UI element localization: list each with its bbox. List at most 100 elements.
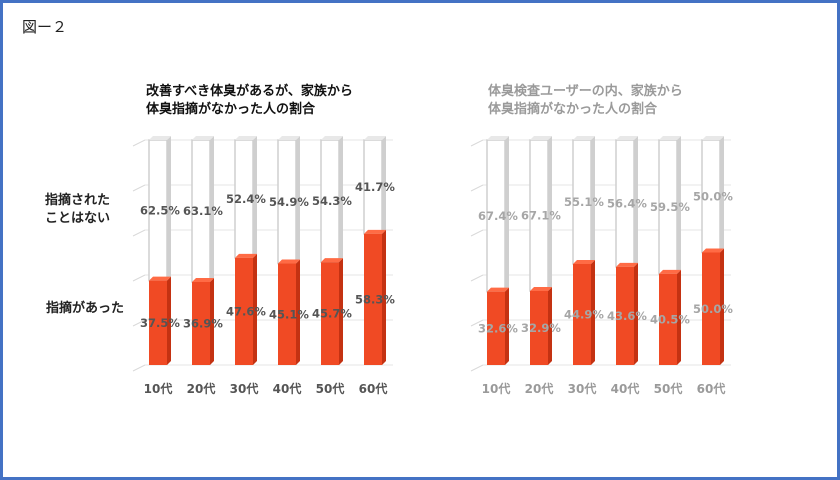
grid-line [470, 229, 484, 237]
value-label-not-pointed-out: 67.4% [478, 209, 518, 223]
bar-cap [364, 136, 386, 140]
bar-cap-pointed-out [702, 248, 724, 253]
bar-segment-pointed-out [364, 233, 382, 365]
bar-cap [235, 136, 257, 140]
chart-left: 62.5% 37.5% 10代 63.1% 36.9% 20代 52.4% 47.6% 30代 5… [132, 136, 395, 396]
bar-side-not-pointed-out [634, 136, 638, 267]
chart-title-line: 体臭指摘がなかった人の割合 [488, 102, 658, 117]
bar-cap-pointed-out [149, 276, 171, 281]
category-tick-label: 30代 [230, 381, 259, 396]
grid-line [132, 364, 146, 372]
grid-line [470, 319, 484, 327]
legend-label-not-pointed-out: 指摘された ことはない [10, 192, 110, 228]
grid-line [132, 139, 146, 147]
bar-side-pointed-out [210, 277, 214, 365]
bar-side-not-pointed-out [296, 136, 300, 264]
bar-cap-pointed-out [487, 287, 509, 292]
bar-cap-pointed-out [192, 277, 214, 282]
bar-segment-pointed-out [530, 290, 548, 365]
bar-segment-pointed-out [573, 263, 591, 365]
value-label-not-pointed-out: 50.0% [693, 189, 733, 203]
value-label-not-pointed-out: 55.1% [564, 195, 604, 209]
value-label-pointed-out: 45.1% [269, 307, 309, 321]
value-label-not-pointed-out: 67.1% [521, 208, 561, 222]
bar-cap-pointed-out [364, 229, 386, 234]
grid-line [132, 184, 146, 192]
category-tick-label: 30代 [568, 381, 597, 396]
category-tick-label: 60代 [359, 381, 388, 396]
bar-cap [192, 136, 214, 140]
bar-side-pointed-out [253, 253, 257, 365]
category-tick-label: 40代 [611, 381, 640, 396]
bar-cap [487, 136, 509, 140]
bar-cap [702, 136, 724, 140]
category-tick-label: 40代 [273, 381, 302, 396]
bar-side-pointed-out [634, 262, 638, 365]
bar-cap [573, 136, 595, 140]
chart-title-line: 体臭指摘がなかった人の割合 [146, 102, 316, 117]
chart-title-left: 改善すべき体臭があるが、家族から 体臭指摘がなかった人の割合 [146, 83, 353, 119]
bar-cap [278, 136, 300, 140]
value-label-not-pointed-out: 56.4% [607, 196, 647, 210]
bar-side-pointed-out [382, 229, 386, 365]
category-tick-label: 50代 [316, 381, 345, 396]
bar-segment-pointed-out [278, 263, 296, 365]
bar-cap [530, 136, 552, 140]
bar-side-not-pointed-out [339, 136, 343, 263]
bar-cap-pointed-out [616, 262, 638, 267]
bar-segment-pointed-out [702, 252, 720, 365]
value-label-not-pointed-out: 63.1% [183, 204, 223, 218]
bar-cap-pointed-out [278, 259, 300, 264]
bar-cap-pointed-out [321, 258, 343, 263]
figure-label: 図ー２ [22, 18, 68, 36]
value-label-pointed-out: 36.9% [183, 316, 223, 330]
chart-title-right: 体臭検査ユーザーの内、家族から 体臭指摘がなかった人の割合 [488, 83, 683, 119]
grid-line [470, 184, 484, 192]
bar-side-pointed-out [548, 286, 552, 365]
bar-cap-pointed-out [573, 259, 595, 264]
bar-side-pointed-out [167, 276, 171, 365]
bar-segment-pointed-out [192, 281, 210, 365]
value-label-pointed-out: 37.5% [140, 316, 180, 330]
bar-cap-pointed-out [659, 269, 681, 274]
value-label-pointed-out: 32.6% [478, 321, 518, 335]
legend-label-line: 指摘された [44, 193, 110, 208]
bar-side-not-pointed-out [167, 136, 171, 281]
bar-cap-pointed-out [235, 253, 257, 258]
bar-segment-pointed-out [149, 280, 167, 365]
bar-side-not-pointed-out [382, 136, 386, 234]
chart-title-line: 体臭検査ユーザーの内、家族から [488, 84, 683, 99]
value-label-pointed-out: 58.3% [355, 292, 395, 306]
bar-segment-pointed-out [659, 273, 677, 365]
value-label-pointed-out: 47.6% [226, 304, 266, 318]
grid-line [132, 274, 146, 282]
grid-line [132, 229, 146, 237]
bar-side-pointed-out [296, 259, 300, 365]
legend-label-pointed-out: 指摘があった [45, 301, 124, 316]
bar-cap-pointed-out [530, 286, 552, 291]
grid-line [470, 139, 484, 147]
category-tick-label: 20代 [525, 381, 554, 396]
bar-side-not-pointed-out [253, 136, 257, 258]
bar-side-not-pointed-out [677, 136, 681, 274]
chart-title-line: 改善すべき体臭があるが、家族から [146, 84, 353, 99]
bar-side-not-pointed-out [720, 136, 724, 253]
grid-line [470, 364, 484, 372]
bar-side-pointed-out [677, 269, 681, 365]
value-label-not-pointed-out: 54.3% [312, 194, 352, 208]
category-tick-label: 10代 [144, 381, 173, 396]
value-label-not-pointed-out: 54.9% [269, 195, 309, 209]
value-label-pointed-out: 44.9% [564, 307, 604, 321]
bar-segment-pointed-out [321, 262, 339, 365]
grid-line [470, 274, 484, 282]
bar-segment-pointed-out [487, 291, 505, 365]
value-label-pointed-out: 40.5% [650, 312, 690, 326]
value-label-pointed-out: 43.6% [607, 309, 647, 323]
grid-line [132, 319, 146, 327]
legend-label-line: ことはない [44, 211, 110, 226]
category-tick-label: 20代 [187, 381, 216, 396]
bar-side-not-pointed-out [210, 136, 214, 282]
category-tick-label: 50代 [654, 381, 683, 396]
bar-cap [321, 136, 343, 140]
